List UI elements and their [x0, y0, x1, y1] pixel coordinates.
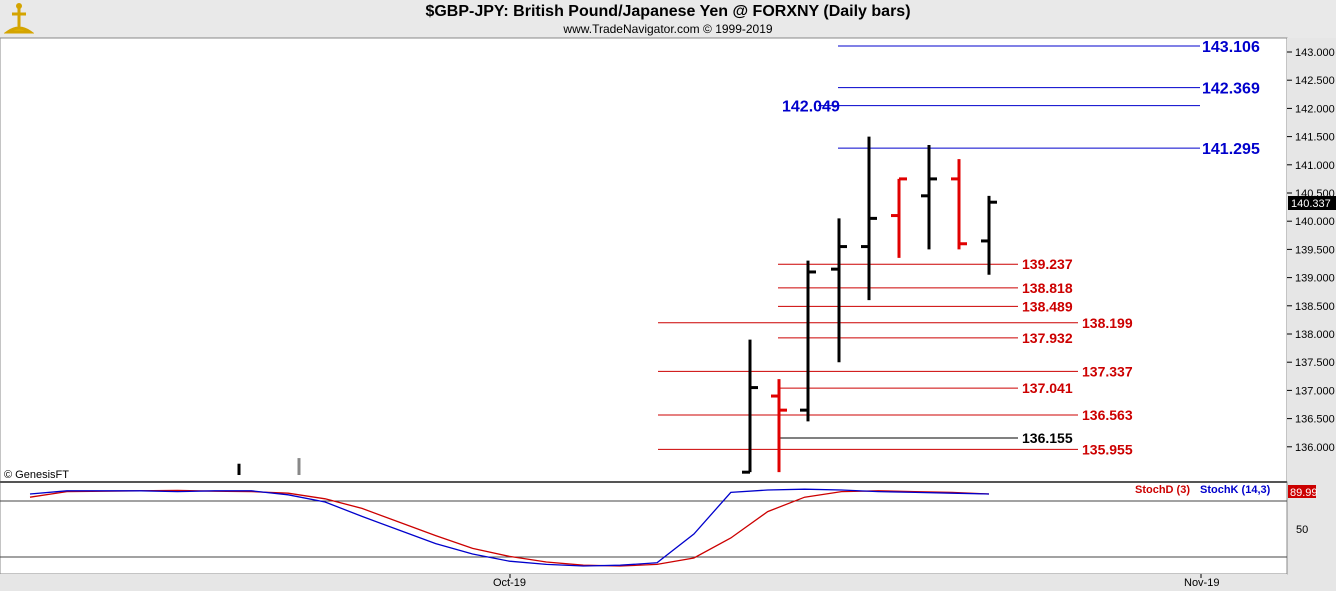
price-tick-label: 139.000	[1295, 273, 1335, 285]
support-label: 136.155	[1022, 430, 1073, 446]
price-tick-label: 141.500	[1295, 132, 1335, 144]
resistance-label: 142.369	[1202, 81, 1260, 98]
price-tick-label: 136.000	[1295, 442, 1335, 454]
resistance-label: 141.295	[1202, 141, 1260, 158]
chart-subtitle: www.TradeNavigator.com © 1999-2019	[563, 22, 773, 36]
price-bars	[237, 136, 997, 475]
ohlc-bar	[742, 339, 758, 474]
price-tick-label: 143.000	[1295, 47, 1335, 59]
price-tick-label: 142.000	[1295, 103, 1335, 115]
ohlc-bar	[891, 177, 907, 258]
chart-title: $GBP-JPY: British Pound/Japanese Yen @ F…	[425, 3, 911, 20]
last-price-label: 140.337	[1291, 198, 1331, 210]
last-price-marker	[1288, 196, 1336, 210]
support-label: 138.199	[1082, 315, 1133, 331]
ohlc-bar	[951, 159, 967, 250]
price-tick-label: 138.500	[1295, 301, 1335, 313]
resistance-label: 143.106	[1202, 39, 1260, 56]
price-tick-label: 137.000	[1295, 385, 1335, 397]
stoch-d-legend: StochD (3)	[1135, 484, 1190, 496]
price-tick-label: 141.000	[1295, 160, 1335, 172]
stoch-last-label: 89.99	[1290, 487, 1318, 499]
time-tick-label: Oct-19	[493, 577, 526, 589]
price-tick-label: 142.500	[1295, 75, 1335, 87]
stoch-tick-50: 50	[1296, 524, 1308, 536]
support-label: 136.563	[1082, 407, 1133, 423]
support-label: 138.489	[1022, 298, 1073, 314]
time-axis	[0, 574, 1287, 591]
support-label: 137.337	[1082, 363, 1133, 379]
trade-navigator-logo-icon	[4, 3, 34, 34]
price-tick-label: 137.500	[1295, 357, 1335, 369]
price-panel	[0, 37, 1288, 483]
ohlc-bar	[981, 195, 997, 275]
price-tick-label: 139.500	[1295, 244, 1335, 256]
ohlc-bar	[771, 379, 787, 473]
stoch-d-line	[29, 489, 990, 567]
watermark: © GenesisFT	[4, 469, 69, 481]
ohlc-bar	[800, 260, 816, 422]
support-label: 138.818	[1022, 280, 1073, 296]
ohlc-bar	[861, 136, 877, 301]
support-label: 135.955	[1082, 441, 1133, 457]
resistance-label: 142.049	[782, 99, 840, 116]
price-ticks: 143.000142.500142.000141.500141.000140.5…	[1287, 47, 1335, 454]
ohlc-bar	[921, 145, 937, 250]
support-label: 137.041	[1022, 380, 1073, 396]
support-label: 139.237	[1022, 256, 1073, 272]
price-tick-label: 136.500	[1295, 414, 1335, 426]
stoch-last-marker	[1288, 485, 1316, 498]
level-lines: 143.106 142.369 142.049 141.295 139.237 138.8…	[658, 39, 1260, 457]
price-axis	[1287, 38, 1336, 591]
chart-header: $GBP-JPY: British Pound/Japanese Yen @ F…	[0, 0, 1336, 38]
ohlc-bar	[831, 218, 847, 363]
time-ticks: Oct-19 Nov-19	[493, 574, 1219, 589]
price-tick-label: 140.000	[1295, 216, 1335, 228]
stochastic-lines	[29, 488, 990, 567]
time-tick-label: Nov-19	[1184, 577, 1219, 589]
stoch-k-legend: StochK (14,3)	[1200, 484, 1271, 496]
stoch-k-line	[29, 488, 990, 567]
support-label: 137.932	[1022, 330, 1073, 346]
price-tick-label: 138.000	[1295, 329, 1335, 341]
stochastic-panel	[0, 481, 1288, 575]
